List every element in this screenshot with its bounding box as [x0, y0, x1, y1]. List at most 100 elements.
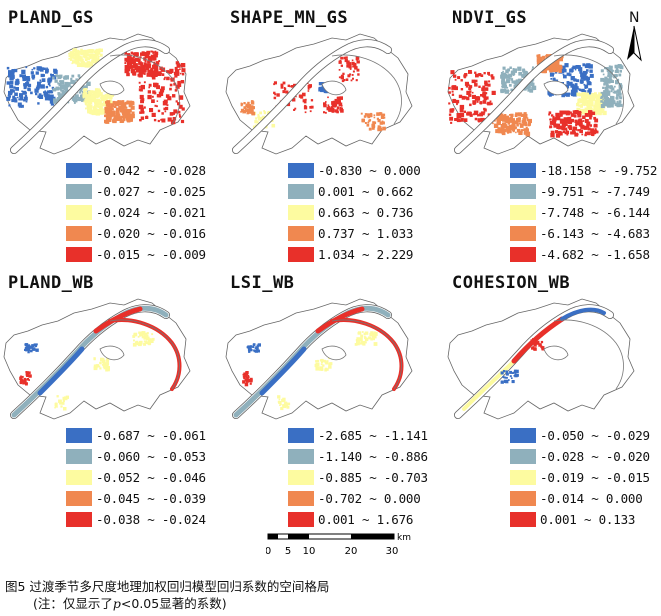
map-patch — [517, 78, 523, 83]
map-patch — [453, 74, 457, 78]
map-patch — [74, 60, 77, 64]
map-patch — [355, 56, 360, 60]
map-patch — [135, 69, 139, 73]
map-patch — [580, 111, 582, 114]
map-patch — [616, 89, 619, 92]
map-patch — [179, 72, 182, 75]
map-patch — [449, 108, 454, 113]
map-patch — [87, 96, 91, 101]
map-patch — [508, 73, 513, 78]
map-patch — [563, 74, 567, 79]
map-patch — [126, 61, 132, 66]
map-patch — [109, 105, 113, 110]
map-patch — [577, 129, 580, 132]
map-patch — [35, 348, 39, 352]
map-patch — [116, 116, 121, 121]
map-patch — [469, 113, 473, 117]
map-patch — [584, 133, 587, 137]
river-branch — [553, 319, 624, 390]
map-patch — [566, 81, 570, 85]
map-patch — [480, 94, 483, 97]
map-patch — [567, 125, 571, 129]
map-patch — [309, 106, 312, 109]
map-patch — [448, 102, 451, 105]
map-patch — [50, 102, 55, 106]
map-patch — [379, 112, 383, 116]
map-patch — [594, 118, 599, 123]
map-patch — [135, 54, 138, 56]
map-patch — [356, 60, 360, 64]
map-patch — [105, 116, 110, 120]
map-patch — [8, 104, 11, 107]
map-patch — [255, 348, 259, 352]
map-patch — [18, 104, 22, 108]
panel-title: PLAND_WB — [8, 273, 94, 293]
map-patch — [591, 93, 595, 96]
map-patch — [619, 103, 623, 107]
map-patch — [142, 66, 146, 70]
map-patch — [263, 110, 265, 112]
map-patch — [249, 345, 253, 348]
map-patch — [608, 69, 613, 74]
map-patch — [567, 116, 572, 121]
map-patch — [116, 113, 121, 118]
map-patch — [87, 99, 93, 105]
map-patch — [448, 86, 451, 90]
map-patch — [505, 370, 509, 373]
legend: -18.158 ~ -9.752 -9.751 ~ -7.749 -7.748 ~ … — [510, 160, 657, 265]
map-patch — [537, 340, 540, 343]
map-patch — [590, 131, 595, 136]
map-patch — [368, 113, 373, 118]
map-patch — [511, 377, 513, 379]
map-patch — [531, 87, 534, 89]
map-patch — [263, 111, 267, 114]
map-patch — [31, 344, 35, 348]
map-patch — [379, 121, 383, 125]
legend-range: -18.158 ~ -9.752 — [540, 163, 658, 178]
map-patch — [504, 114, 507, 117]
map-patch — [40, 84, 45, 89]
map-patch — [333, 104, 336, 108]
map-patch — [108, 118, 112, 122]
legend: -0.042 ~ -0.028 -0.027 ~ -0.025 -0.024 ~ -… — [66, 160, 206, 265]
legend-row: -0.050 ~ -0.029 — [510, 425, 650, 446]
map-patch — [373, 126, 376, 129]
map-patch — [247, 101, 250, 105]
map-patch — [526, 84, 531, 89]
map-patch — [304, 111, 307, 114]
map-patch — [105, 119, 110, 124]
map-patch — [594, 128, 597, 131]
map-patch — [556, 115, 561, 121]
map-patch — [481, 120, 483, 122]
map-patch — [177, 83, 182, 87]
map-patch — [164, 76, 166, 79]
map-patch — [252, 343, 256, 346]
map-patch — [105, 114, 108, 117]
map-panel-pland-wb: PLAND_WB -0.687 ~ -0.061 -0.060 ~ -0.053-… — [0, 273, 215, 545]
map-patch — [156, 100, 159, 102]
map-patch — [545, 67, 549, 71]
map-patch — [504, 119, 508, 123]
map-patch — [279, 404, 281, 406]
map-patch — [484, 80, 488, 85]
map-patch — [174, 74, 178, 78]
map-patch — [583, 92, 586, 95]
map-patch — [456, 116, 459, 119]
map-patch — [129, 59, 133, 63]
map-patch — [68, 57, 71, 60]
map-patch — [449, 116, 454, 121]
map-patch — [108, 100, 110, 102]
map-patch — [94, 99, 99, 104]
map-patch — [143, 342, 147, 346]
map-patch — [63, 75, 65, 78]
map-patch — [578, 88, 580, 90]
panel-title: SHAPE_MN_GS — [230, 8, 349, 28]
map-patch — [609, 103, 612, 107]
map-patch — [517, 66, 522, 71]
map-patch — [555, 61, 559, 65]
map-patch — [286, 405, 290, 409]
map-patch — [65, 89, 69, 94]
map-patch — [561, 122, 566, 127]
map-patch — [80, 61, 85, 65]
map-patch — [37, 102, 40, 105]
